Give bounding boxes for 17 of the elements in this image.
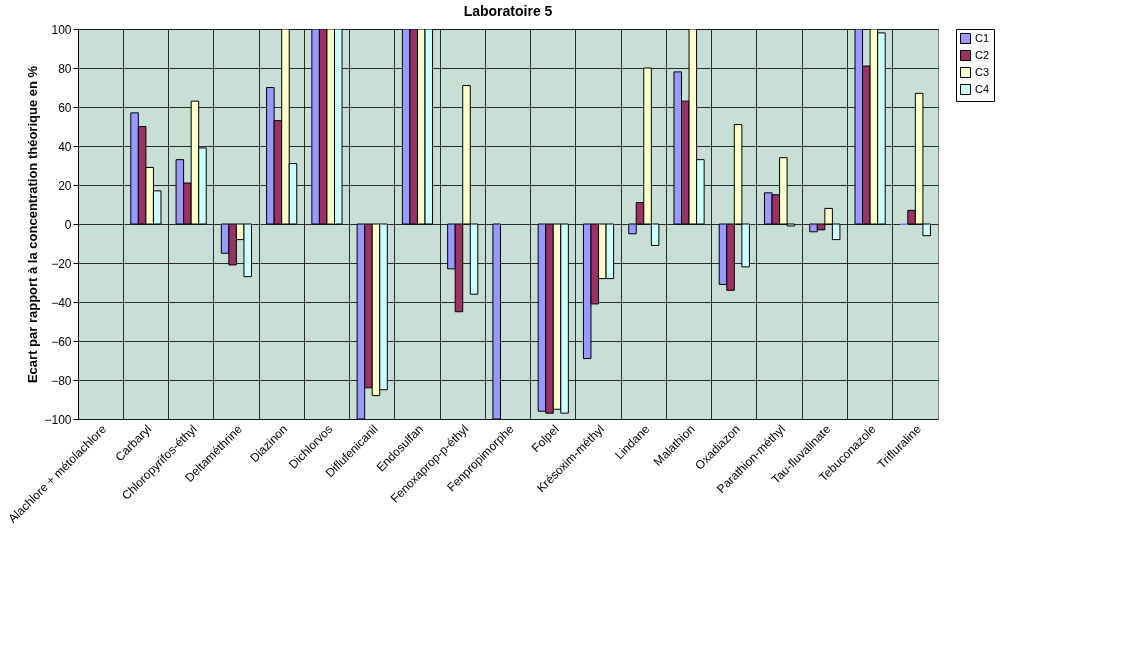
y-tick-label: −40 [51, 295, 72, 310]
y-tick-label: 20 [58, 178, 72, 193]
y-tick-label: 60 [58, 100, 72, 115]
legend-label: C4 [975, 82, 990, 95]
y-tick-label: −100 [44, 412, 72, 427]
y-tick-label: 80 [58, 61, 72, 76]
chart-title: Laboratoire 5 [463, 3, 553, 19]
y-tick-label: 100 [51, 22, 72, 37]
legend-label: C1 [975, 31, 990, 44]
y-tick-label: −80 [51, 373, 72, 388]
y-tick-label: 0 [64, 217, 72, 232]
y-tick-label: −20 [51, 256, 72, 271]
y-tick-label: 40 [58, 139, 72, 154]
y-tick-label: −60 [51, 334, 72, 349]
y-axis-title: Ecart par rapport à la concentration théorique en % [25, 65, 41, 384]
legend-label: C2 [975, 48, 990, 61]
legend-label: C3 [975, 65, 990, 78]
